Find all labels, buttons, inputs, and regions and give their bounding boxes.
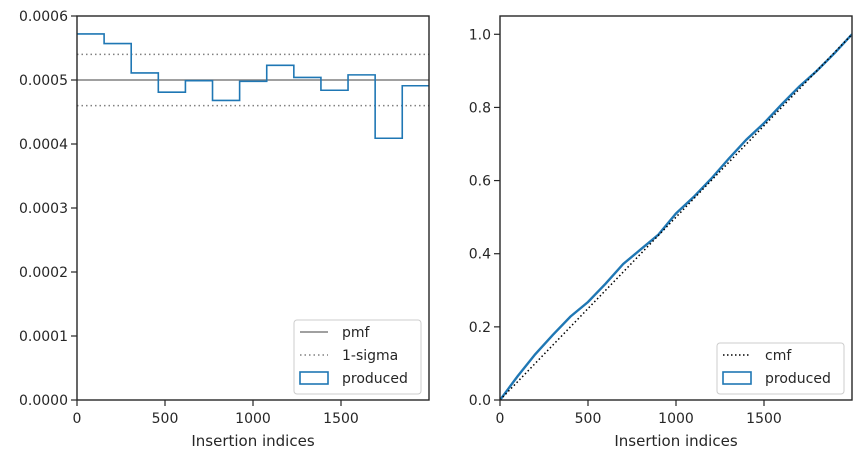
x-tick-label: 1000 <box>658 411 694 427</box>
plot-frame <box>76 15 430 401</box>
y-tick-label: 0.0002 <box>19 265 68 281</box>
legend-produced-swatch <box>299 371 329 385</box>
left-chart-panel: 0 500 1000 1500 0.0000 0.0001 0.0002 0.0003 0.00… <box>19 9 430 450</box>
y-tick-label: 0.0003 <box>19 201 68 217</box>
x-tick-label: 500 <box>152 411 179 427</box>
legend: cmf produced <box>716 342 845 395</box>
produced-cumulative-line <box>500 33 852 400</box>
plot-frame <box>499 15 853 401</box>
x-tick-label: 500 <box>575 411 602 427</box>
x-tick-label: 0 <box>496 411 505 427</box>
y-tick-label: 0.0 <box>469 393 491 409</box>
legend-produced-swatch <box>722 371 752 385</box>
right-chart-panel: 0 500 1000 1500 0.0 0.2 0.4 0.6 0.8 1.0 Insertion … <box>469 15 853 450</box>
legend: pmf 1-sigma produced <box>293 319 422 395</box>
y-tick-label: 0.0000 <box>19 393 68 409</box>
legend-produced-label: produced <box>765 371 831 387</box>
x-tick-label: 1500 <box>323 411 359 427</box>
y-tick-label: 0.0004 <box>19 137 68 153</box>
legend-box <box>716 342 845 395</box>
y-tick-label: 0.0006 <box>19 9 68 25</box>
y-tick-label: 0.8 <box>469 100 491 116</box>
x-axis-label: Insertion indices <box>614 432 737 450</box>
y-tick-label: 0.0005 <box>19 73 68 89</box>
y-tick-label: 0.6 <box>469 174 491 190</box>
x-tick-label: 0 <box>73 411 82 427</box>
y-tick-label: 1.0 <box>469 27 491 43</box>
cmf-line <box>500 33 852 400</box>
y-tick-label: 0.2 <box>469 320 491 336</box>
produced-step-line <box>77 33 429 140</box>
x-tick-label: 1000 <box>235 411 271 427</box>
y-tick-label: 0.0001 <box>19 329 68 345</box>
legend-box <box>293 319 422 395</box>
x-tick-label: 1500 <box>746 411 782 427</box>
y-tick-label: 0.4 <box>469 247 491 263</box>
legend-sigma-label: 1-sigma <box>342 348 398 364</box>
x-axis-label: Insertion indices <box>191 432 314 450</box>
legend-pmf-label: pmf <box>342 325 371 341</box>
legend-cmf-label: cmf <box>765 348 792 364</box>
legend-produced-label: produced <box>342 371 408 387</box>
